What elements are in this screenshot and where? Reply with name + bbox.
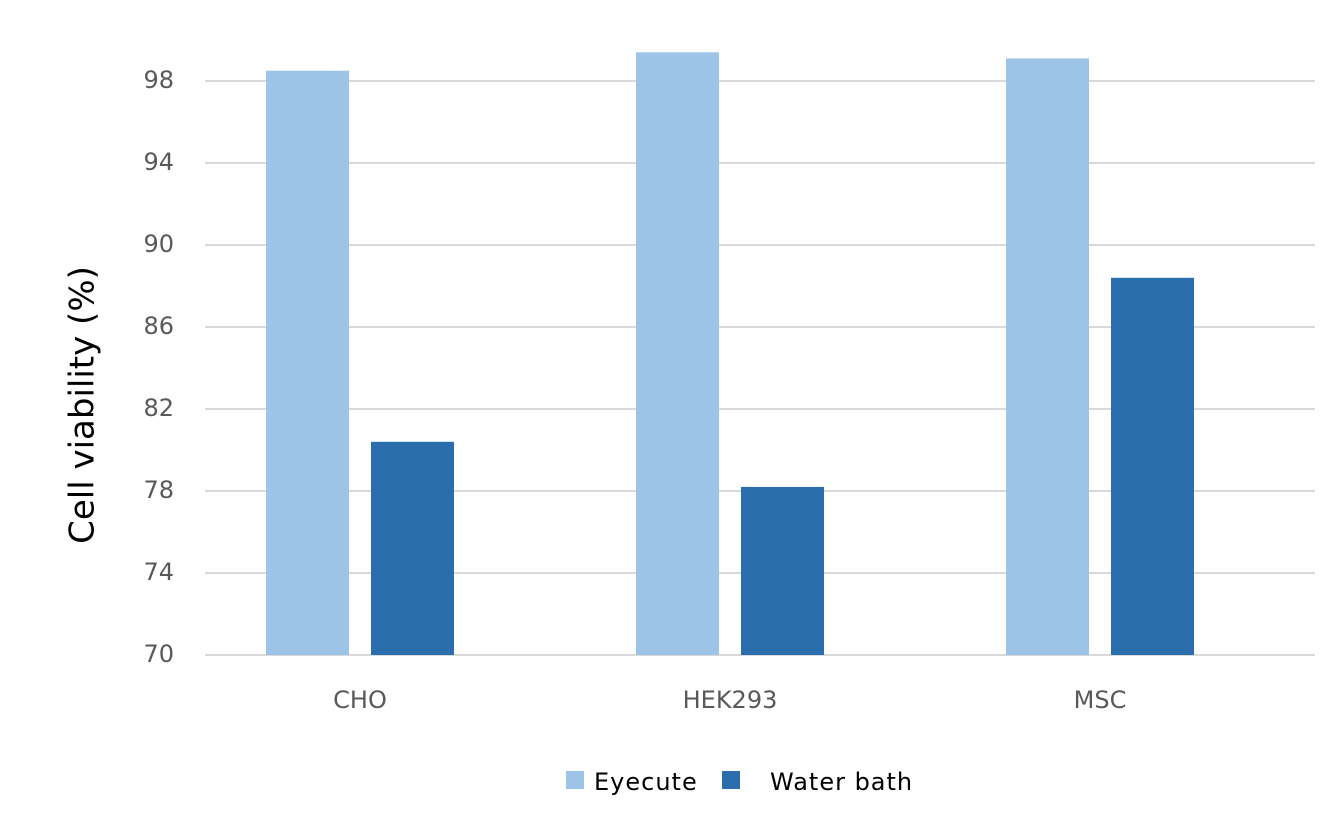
legend-swatch xyxy=(566,771,584,789)
legend-label: Eyecute xyxy=(594,768,698,796)
y-tick-label: 94 xyxy=(143,148,174,176)
bar xyxy=(1006,58,1089,655)
bar xyxy=(266,70,349,655)
bar xyxy=(741,486,824,655)
y-tick-label: 98 xyxy=(143,66,174,94)
legend-label: Water bath xyxy=(770,768,913,796)
legend-swatch xyxy=(722,771,740,789)
y-tick-label: 82 xyxy=(143,394,174,422)
y-tick-label: 86 xyxy=(143,312,174,340)
y-tick-label: 90 xyxy=(143,230,174,258)
x-tick-label: MSC xyxy=(1074,686,1127,714)
bar xyxy=(371,441,454,655)
bar xyxy=(636,52,719,656)
bar xyxy=(1111,277,1194,655)
y-tick-label: 70 xyxy=(143,640,174,668)
y-tick-label: 74 xyxy=(143,558,174,586)
x-tick-label: HEK293 xyxy=(683,686,778,714)
y-tick-label: 78 xyxy=(143,476,174,504)
y-axis-title: Cell viability (%) xyxy=(63,266,103,544)
x-tick-label: CHO xyxy=(333,686,387,714)
